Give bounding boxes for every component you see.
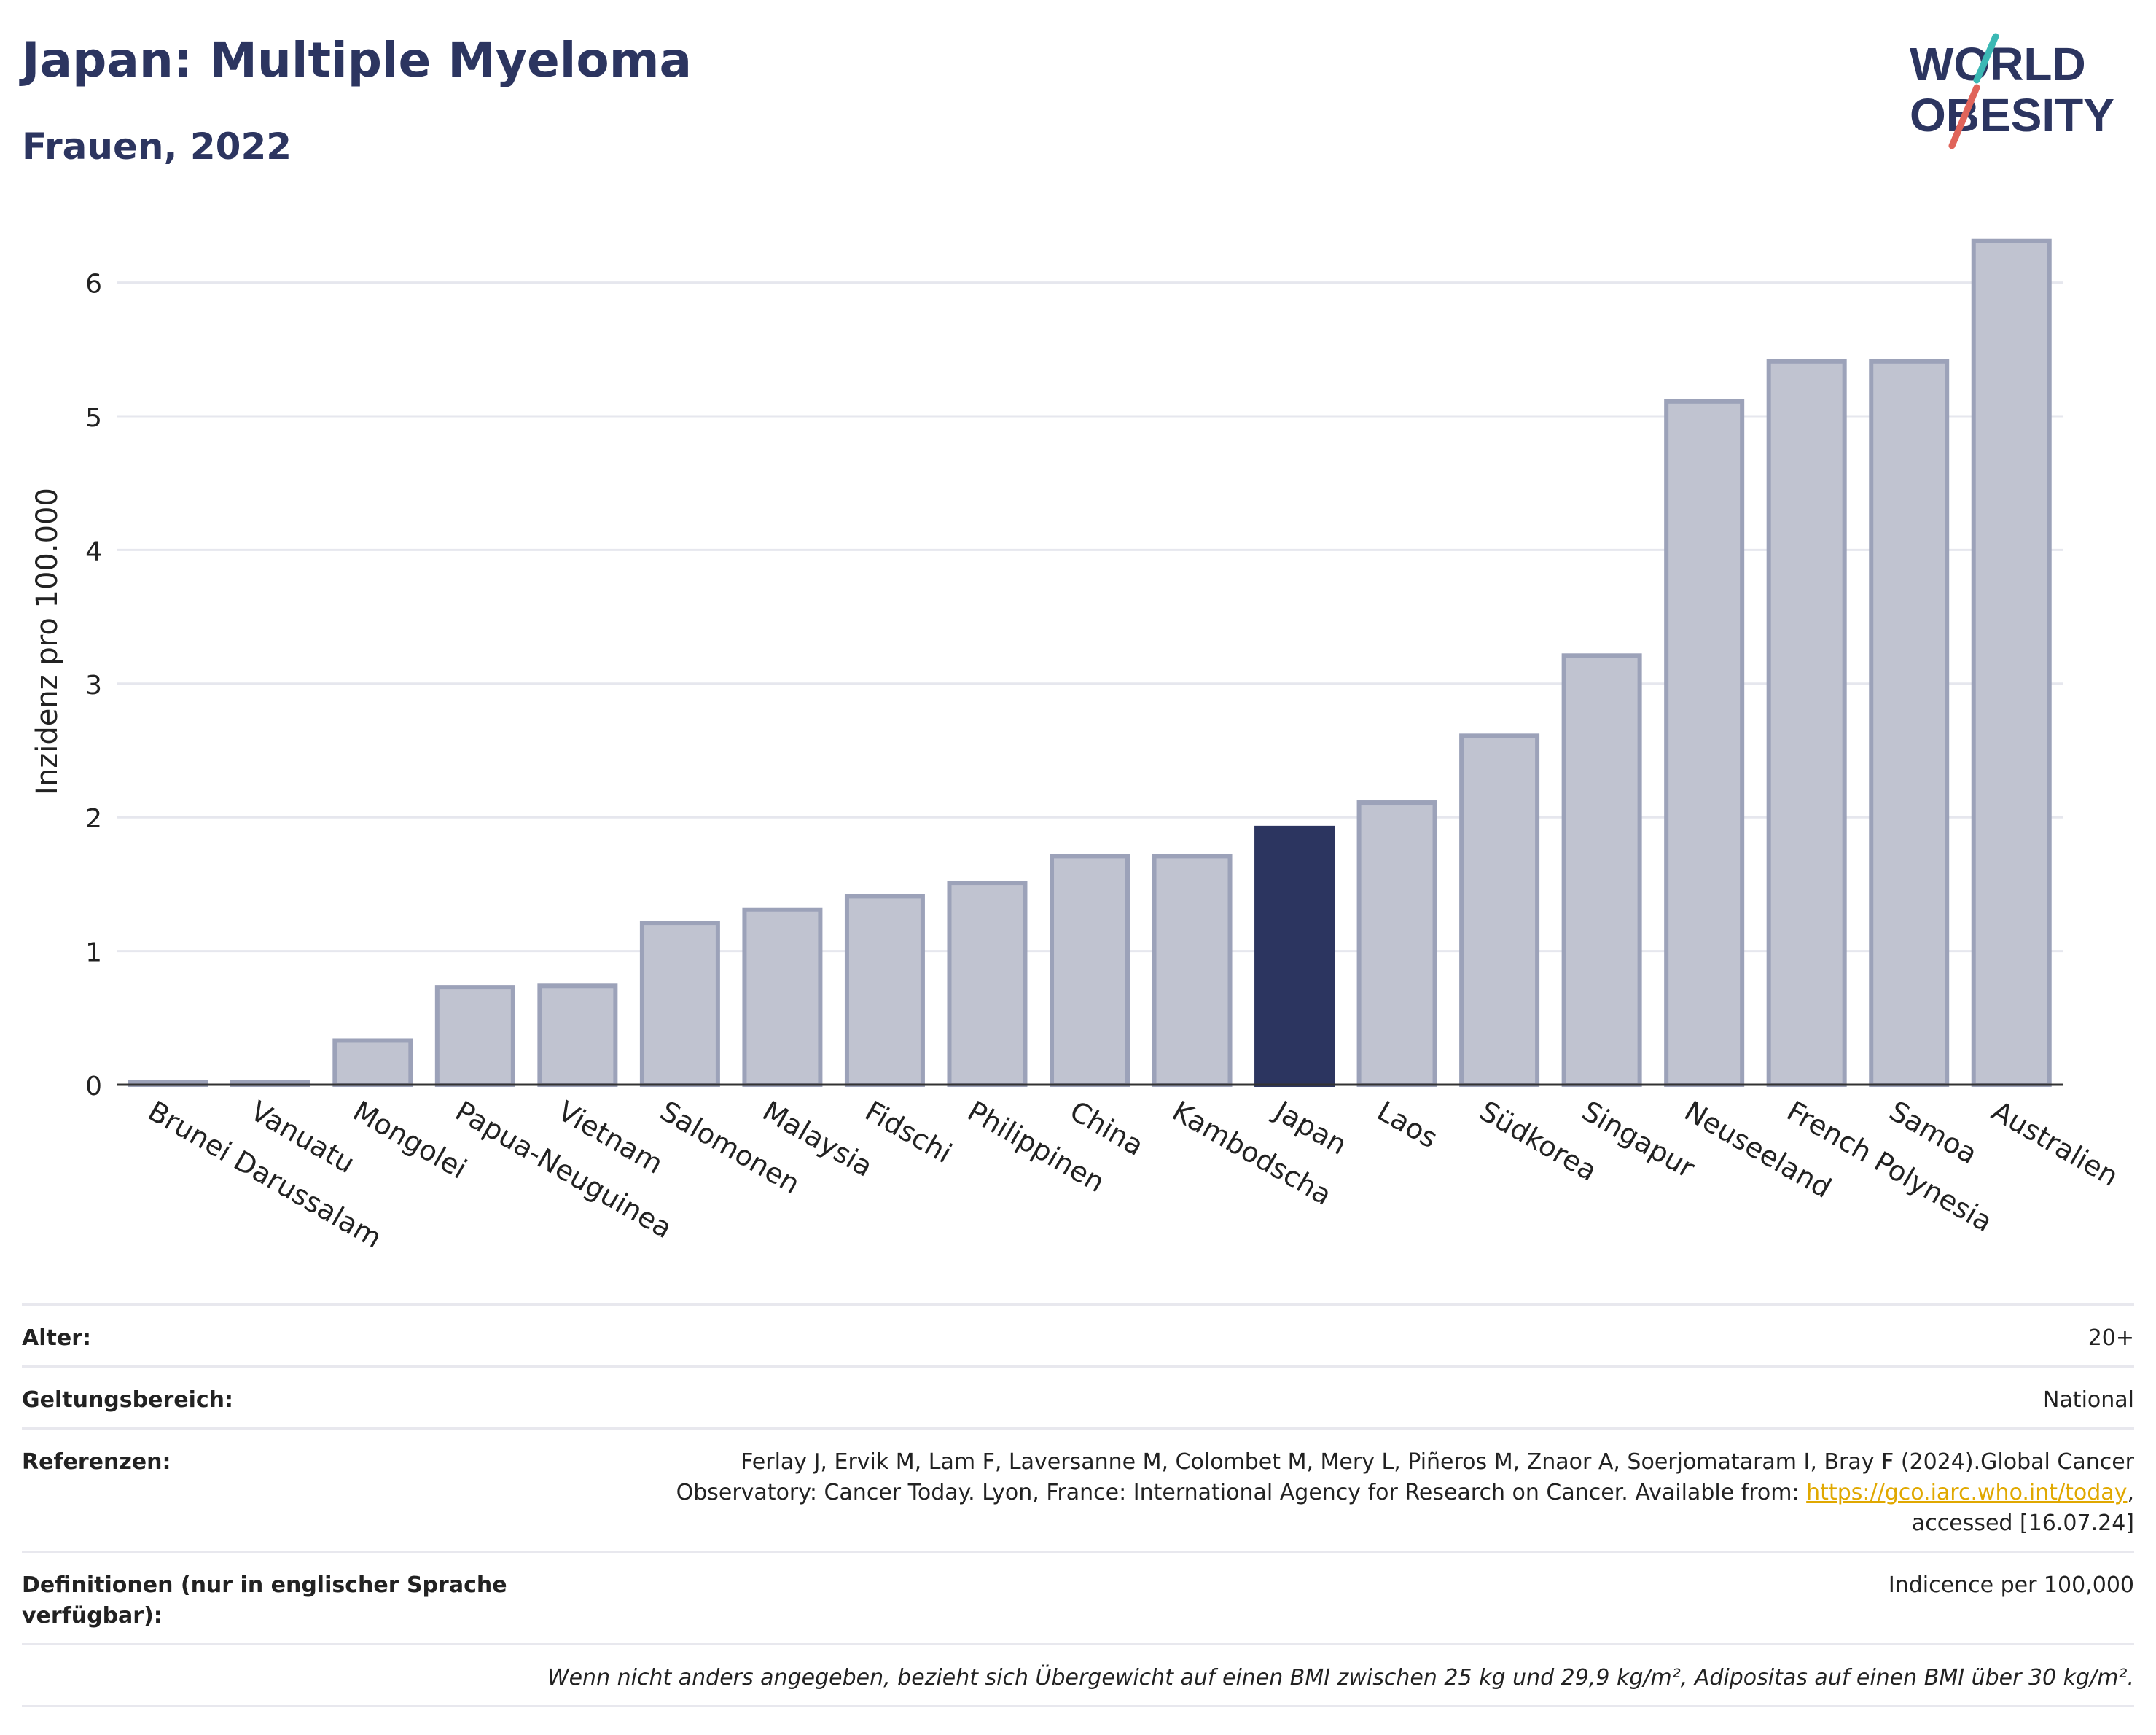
bar xyxy=(742,907,823,1087)
x-tick-label: Laos xyxy=(1372,1095,1443,1155)
references-label: Referenzen: xyxy=(22,1449,171,1475)
y-tick-label: 2 xyxy=(85,804,102,834)
bar xyxy=(1050,854,1130,1087)
logo-text-obesity: OBESITY xyxy=(1910,89,2114,141)
y-axis-ticks: 0 1 2 3 4 5 6 xyxy=(85,270,102,1102)
row-age: Alter: 20+ xyxy=(22,1303,2134,1365)
scope-value: National xyxy=(2042,1387,2134,1413)
bars xyxy=(128,238,2052,1088)
references-line-2-end: , xyxy=(2127,1480,2134,1505)
references-line-2-text: Observatory: Cancer Today. Lyon, France:… xyxy=(676,1480,1807,1505)
age-value: 20+ xyxy=(2087,1325,2134,1351)
bar xyxy=(1971,238,2052,1088)
references-value: Ferlay J, Ervik M, Lam F, Laversanne M, … xyxy=(545,1447,2134,1539)
row-references: Referenzen: Ferlay J, Ervik M, Lam F, La… xyxy=(22,1427,2134,1551)
bar xyxy=(1254,825,1335,1087)
row-note: Wenn nicht anders angegeben, bezieht sic… xyxy=(22,1643,2134,1707)
bar xyxy=(947,881,1028,1088)
page-subtitle: Frauen, 2022 xyxy=(22,125,292,168)
y-tick-label: 3 xyxy=(85,671,102,701)
bar xyxy=(332,1038,413,1088)
x-tick-label: Mongolei xyxy=(348,1095,472,1185)
x-tick-label: Südkorea xyxy=(1475,1095,1603,1188)
x-tick-label: Australien xyxy=(1986,1095,2124,1193)
bar xyxy=(1664,399,1745,1087)
references-line-3: accessed [16.07.24] xyxy=(1911,1510,2134,1536)
bmi-note: Wenn nicht anders angegeben, bezieht sic… xyxy=(547,1665,2134,1691)
references-link[interactable]: https://gco.iarc.who.int/today xyxy=(1806,1480,2128,1505)
world-obesity-logo: WORLD OBESITY xyxy=(1910,33,2114,149)
bar xyxy=(844,894,925,1087)
x-axis-labels: Brunei DarussalamVanuatuMongoleiPapua-Ne… xyxy=(143,1094,2124,1255)
bar xyxy=(1869,359,1950,1087)
scope-label: Geltungsbereich: xyxy=(22,1387,234,1413)
y-tick-label: 1 xyxy=(85,938,102,968)
y-axis-label: Inzidenz pro 100.000 xyxy=(31,488,64,795)
bar xyxy=(1561,653,1642,1087)
references-line-1: Ferlay J, Ervik M, Lam F, Laversanne M, … xyxy=(741,1449,2134,1475)
y-tick-label: 6 xyxy=(85,270,102,300)
y-tick-label: 5 xyxy=(85,403,102,433)
bar xyxy=(1152,854,1233,1087)
page-title: Japan: Multiple Myeloma xyxy=(22,32,692,88)
logo-slash-red xyxy=(1948,84,1980,149)
bar xyxy=(434,985,515,1088)
y-tick-label: 0 xyxy=(85,1072,102,1102)
bar xyxy=(537,983,618,1088)
definitions-value: Indicence per 100,000 xyxy=(1888,1572,2134,1598)
info-table: Alter: 20+ Geltungsbereich: National Ref… xyxy=(22,1303,2134,1707)
bar xyxy=(639,921,720,1088)
bar xyxy=(1356,800,1437,1087)
logo-slash-teal xyxy=(1973,33,1999,84)
definitions-label: Definitionen (nur in englischer Sprache … xyxy=(22,1572,507,1629)
references-line-2: Observatory: Cancer Today. Lyon, France:… xyxy=(545,1478,2134,1508)
bar-chart: 0 1 2 3 4 5 6 Brunei DarussalamVanuatuMongolei… xyxy=(31,238,2124,1255)
row-scope: Geltungsbereich: National xyxy=(22,1365,2134,1427)
y-tick-label: 4 xyxy=(85,537,102,566)
row-definitions: Definitionen (nur in englischer Sprache … xyxy=(22,1551,2134,1643)
logo-text-world: WORLD xyxy=(1910,38,2086,90)
age-label: Alter: xyxy=(22,1325,91,1351)
bar xyxy=(1459,733,1540,1087)
bar xyxy=(1766,359,1847,1087)
